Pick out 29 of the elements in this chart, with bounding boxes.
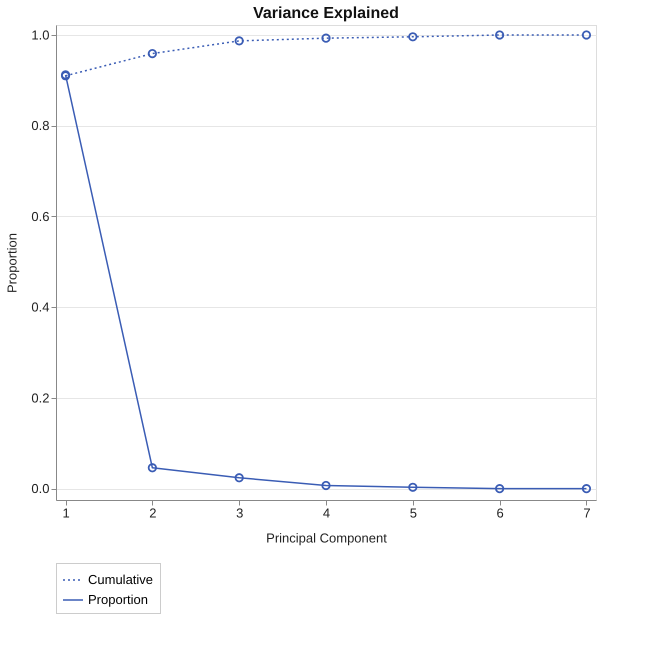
point	[321, 480, 331, 490]
point	[495, 484, 504, 494]
point	[321, 34, 331, 43]
x-tick-label: 6	[496, 506, 504, 520]
x-tick-label: 2	[149, 506, 156, 520]
y-tick-label: 0.0	[31, 481, 50, 496]
x-axis-title: Principal Component	[266, 530, 388, 546]
point	[234, 473, 244, 482]
chart-title: Variance Explained	[253, 5, 399, 22]
point	[495, 30, 504, 40]
legend-label: Proportion	[88, 592, 148, 607]
legend-label: Cumulative	[88, 572, 154, 587]
point	[148, 463, 157, 472]
y-tick-label: 0.4	[31, 300, 50, 315]
point	[582, 30, 592, 40]
y-tick-label: 0.2	[31, 390, 50, 406]
y-axis-title: Proportion	[4, 233, 20, 293]
point	[148, 48, 157, 58]
point	[234, 36, 244, 46]
x-tick-label: 1	[62, 506, 70, 520]
y-tick-label: 1.0	[31, 27, 50, 42]
point	[408, 482, 418, 492]
point	[408, 32, 418, 42]
x-tick-label: 7	[583, 506, 591, 520]
x-tick-label: 5	[410, 506, 417, 520]
x-tick-label: 3	[236, 506, 244, 520]
y-tick-label: 0.6	[31, 208, 50, 224]
y-tick-label: 0.8	[31, 118, 50, 134]
x-tick-label: 4	[322, 506, 330, 520]
